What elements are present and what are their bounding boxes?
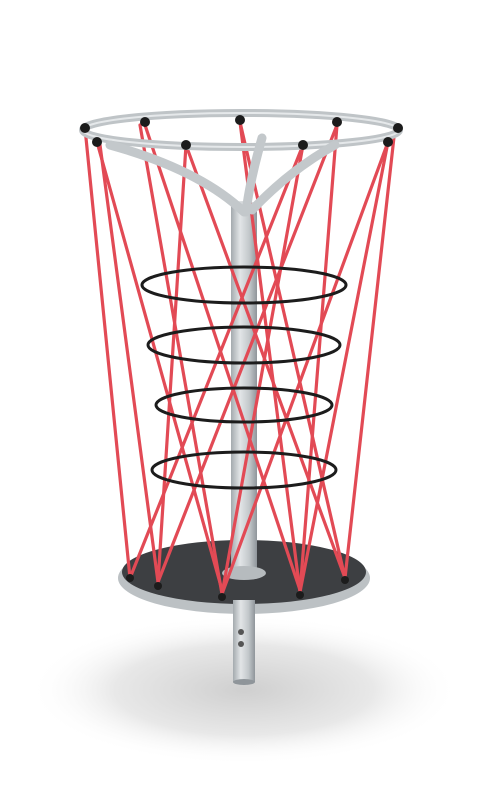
bolt-hole: [238, 629, 244, 635]
pole-base-plate: [222, 566, 266, 580]
bolt-hole: [238, 641, 244, 647]
base-anchors: [126, 574, 349, 601]
ground-shadow: [29, 615, 459, 765]
rope-rings: [140, 265, 348, 490]
rope-clamps: [80, 115, 403, 150]
support-arms: [105, 133, 340, 217]
lower-post: [233, 600, 255, 682]
